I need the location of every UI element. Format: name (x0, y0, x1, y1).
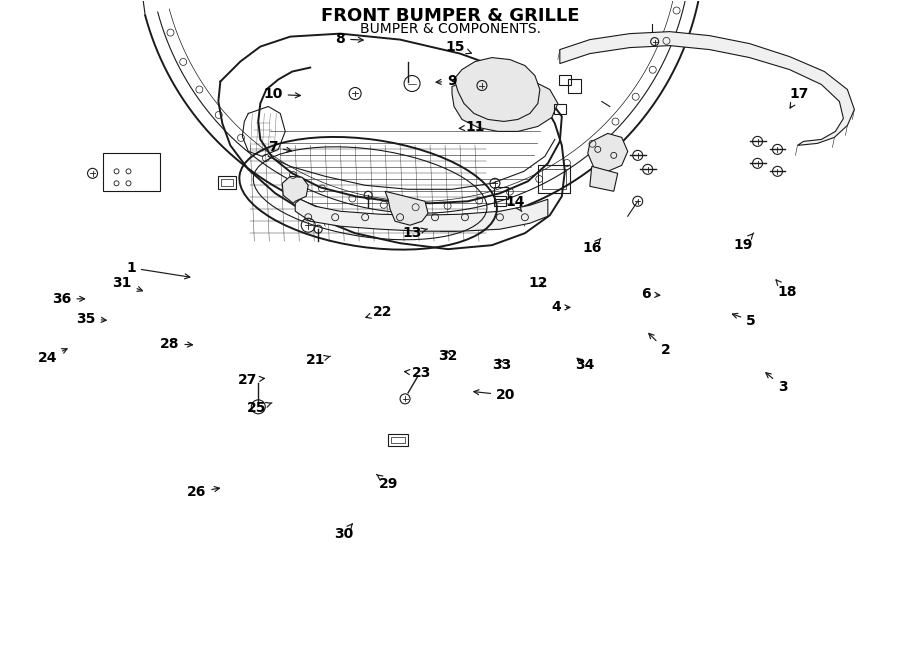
Polygon shape (283, 176, 308, 204)
Text: 7: 7 (268, 140, 292, 154)
Text: 6: 6 (641, 288, 660, 301)
Polygon shape (588, 134, 627, 171)
Polygon shape (295, 199, 548, 231)
Text: 30: 30 (334, 524, 354, 541)
Text: 28: 28 (160, 336, 193, 351)
Text: 27: 27 (238, 373, 265, 387)
Text: 29: 29 (376, 475, 399, 490)
Text: 4: 4 (551, 300, 570, 315)
Text: 5: 5 (733, 313, 756, 328)
Text: 23: 23 (405, 366, 431, 380)
Polygon shape (452, 58, 540, 122)
Text: 13: 13 (402, 226, 428, 240)
Text: 33: 33 (492, 358, 512, 371)
Text: 26: 26 (187, 485, 220, 499)
Text: 21: 21 (305, 353, 330, 367)
Text: 18: 18 (776, 280, 796, 299)
Bar (440, 220, 456, 231)
Text: 16: 16 (582, 238, 602, 255)
Text: 25: 25 (247, 401, 272, 415)
Bar (538, 165, 570, 193)
Polygon shape (590, 167, 617, 191)
Bar (221, 179, 233, 186)
Text: 11: 11 (459, 120, 485, 134)
Text: 22: 22 (365, 305, 392, 319)
Text: 9: 9 (436, 74, 456, 88)
Bar (103, 153, 160, 191)
Text: BUMPER & COMPONENTS.: BUMPER & COMPONENTS. (359, 22, 541, 36)
Text: 8: 8 (336, 32, 364, 46)
Bar (388, 434, 408, 446)
Text: 14: 14 (505, 195, 525, 212)
Text: 17: 17 (789, 87, 808, 108)
Text: 34: 34 (575, 358, 595, 371)
Text: 1: 1 (126, 261, 190, 279)
Text: 15: 15 (446, 40, 472, 54)
Text: 32: 32 (438, 348, 458, 363)
Bar (559, 75, 571, 85)
Bar (568, 79, 580, 93)
Polygon shape (560, 32, 854, 145)
Bar (392, 437, 405, 443)
Text: 12: 12 (528, 276, 548, 290)
Text: 36: 36 (52, 292, 85, 306)
Polygon shape (385, 191, 428, 225)
Bar (219, 176, 237, 189)
Bar (494, 187, 508, 199)
Polygon shape (452, 75, 558, 132)
Text: 10: 10 (264, 87, 301, 101)
Text: 31: 31 (112, 276, 142, 292)
Bar (542, 169, 566, 189)
Text: 35: 35 (76, 311, 106, 326)
Text: FRONT BUMPER & GRILLE: FRONT BUMPER & GRILLE (320, 7, 580, 24)
Bar (554, 104, 566, 114)
Text: 20: 20 (473, 388, 516, 402)
Bar (494, 196, 506, 206)
Text: 3: 3 (766, 373, 788, 393)
Text: 2: 2 (649, 333, 670, 358)
Text: 24: 24 (38, 348, 68, 366)
Text: 19: 19 (734, 233, 753, 252)
